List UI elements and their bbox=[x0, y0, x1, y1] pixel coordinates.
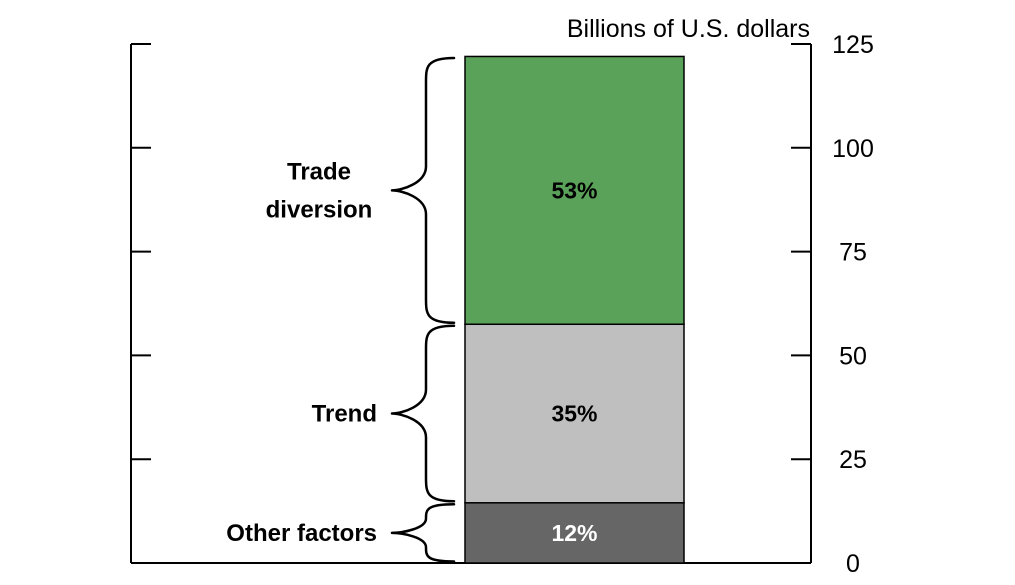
brace-label-other-factors: Other factors bbox=[226, 520, 377, 547]
y-tick-label: 0 bbox=[846, 550, 860, 578]
y-ticks: 0 25 50 75 100 125 bbox=[131, 31, 874, 578]
y-tick-label: 100 bbox=[832, 135, 874, 163]
brace-label-trend: Trend bbox=[312, 401, 377, 428]
brace-label-trade-diversion: Trade diversion bbox=[266, 158, 373, 223]
brace-labels: Other factors Trend Trade diversion bbox=[226, 56, 456, 563]
y-tick-label: 75 bbox=[839, 239, 867, 267]
y-tick-label: 25 bbox=[839, 446, 867, 474]
brace-trade-diversion bbox=[390, 56, 456, 325]
segment-share-label: 12% bbox=[551, 520, 597, 546]
stacked-bar: 12% 35% 53% bbox=[464, 55, 685, 564]
y-tick-label: 50 bbox=[839, 342, 867, 370]
y-tick-label: 125 bbox=[832, 31, 874, 59]
unit-label: Billions of U.S. dollars bbox=[567, 15, 810, 43]
bar-segment-trade-diversion bbox=[464, 55, 685, 326]
segment-share-label: 35% bbox=[551, 401, 597, 427]
brace-other-factors bbox=[390, 503, 456, 563]
brace-trend bbox=[390, 324, 456, 503]
segment-share-label: 53% bbox=[551, 177, 597, 203]
